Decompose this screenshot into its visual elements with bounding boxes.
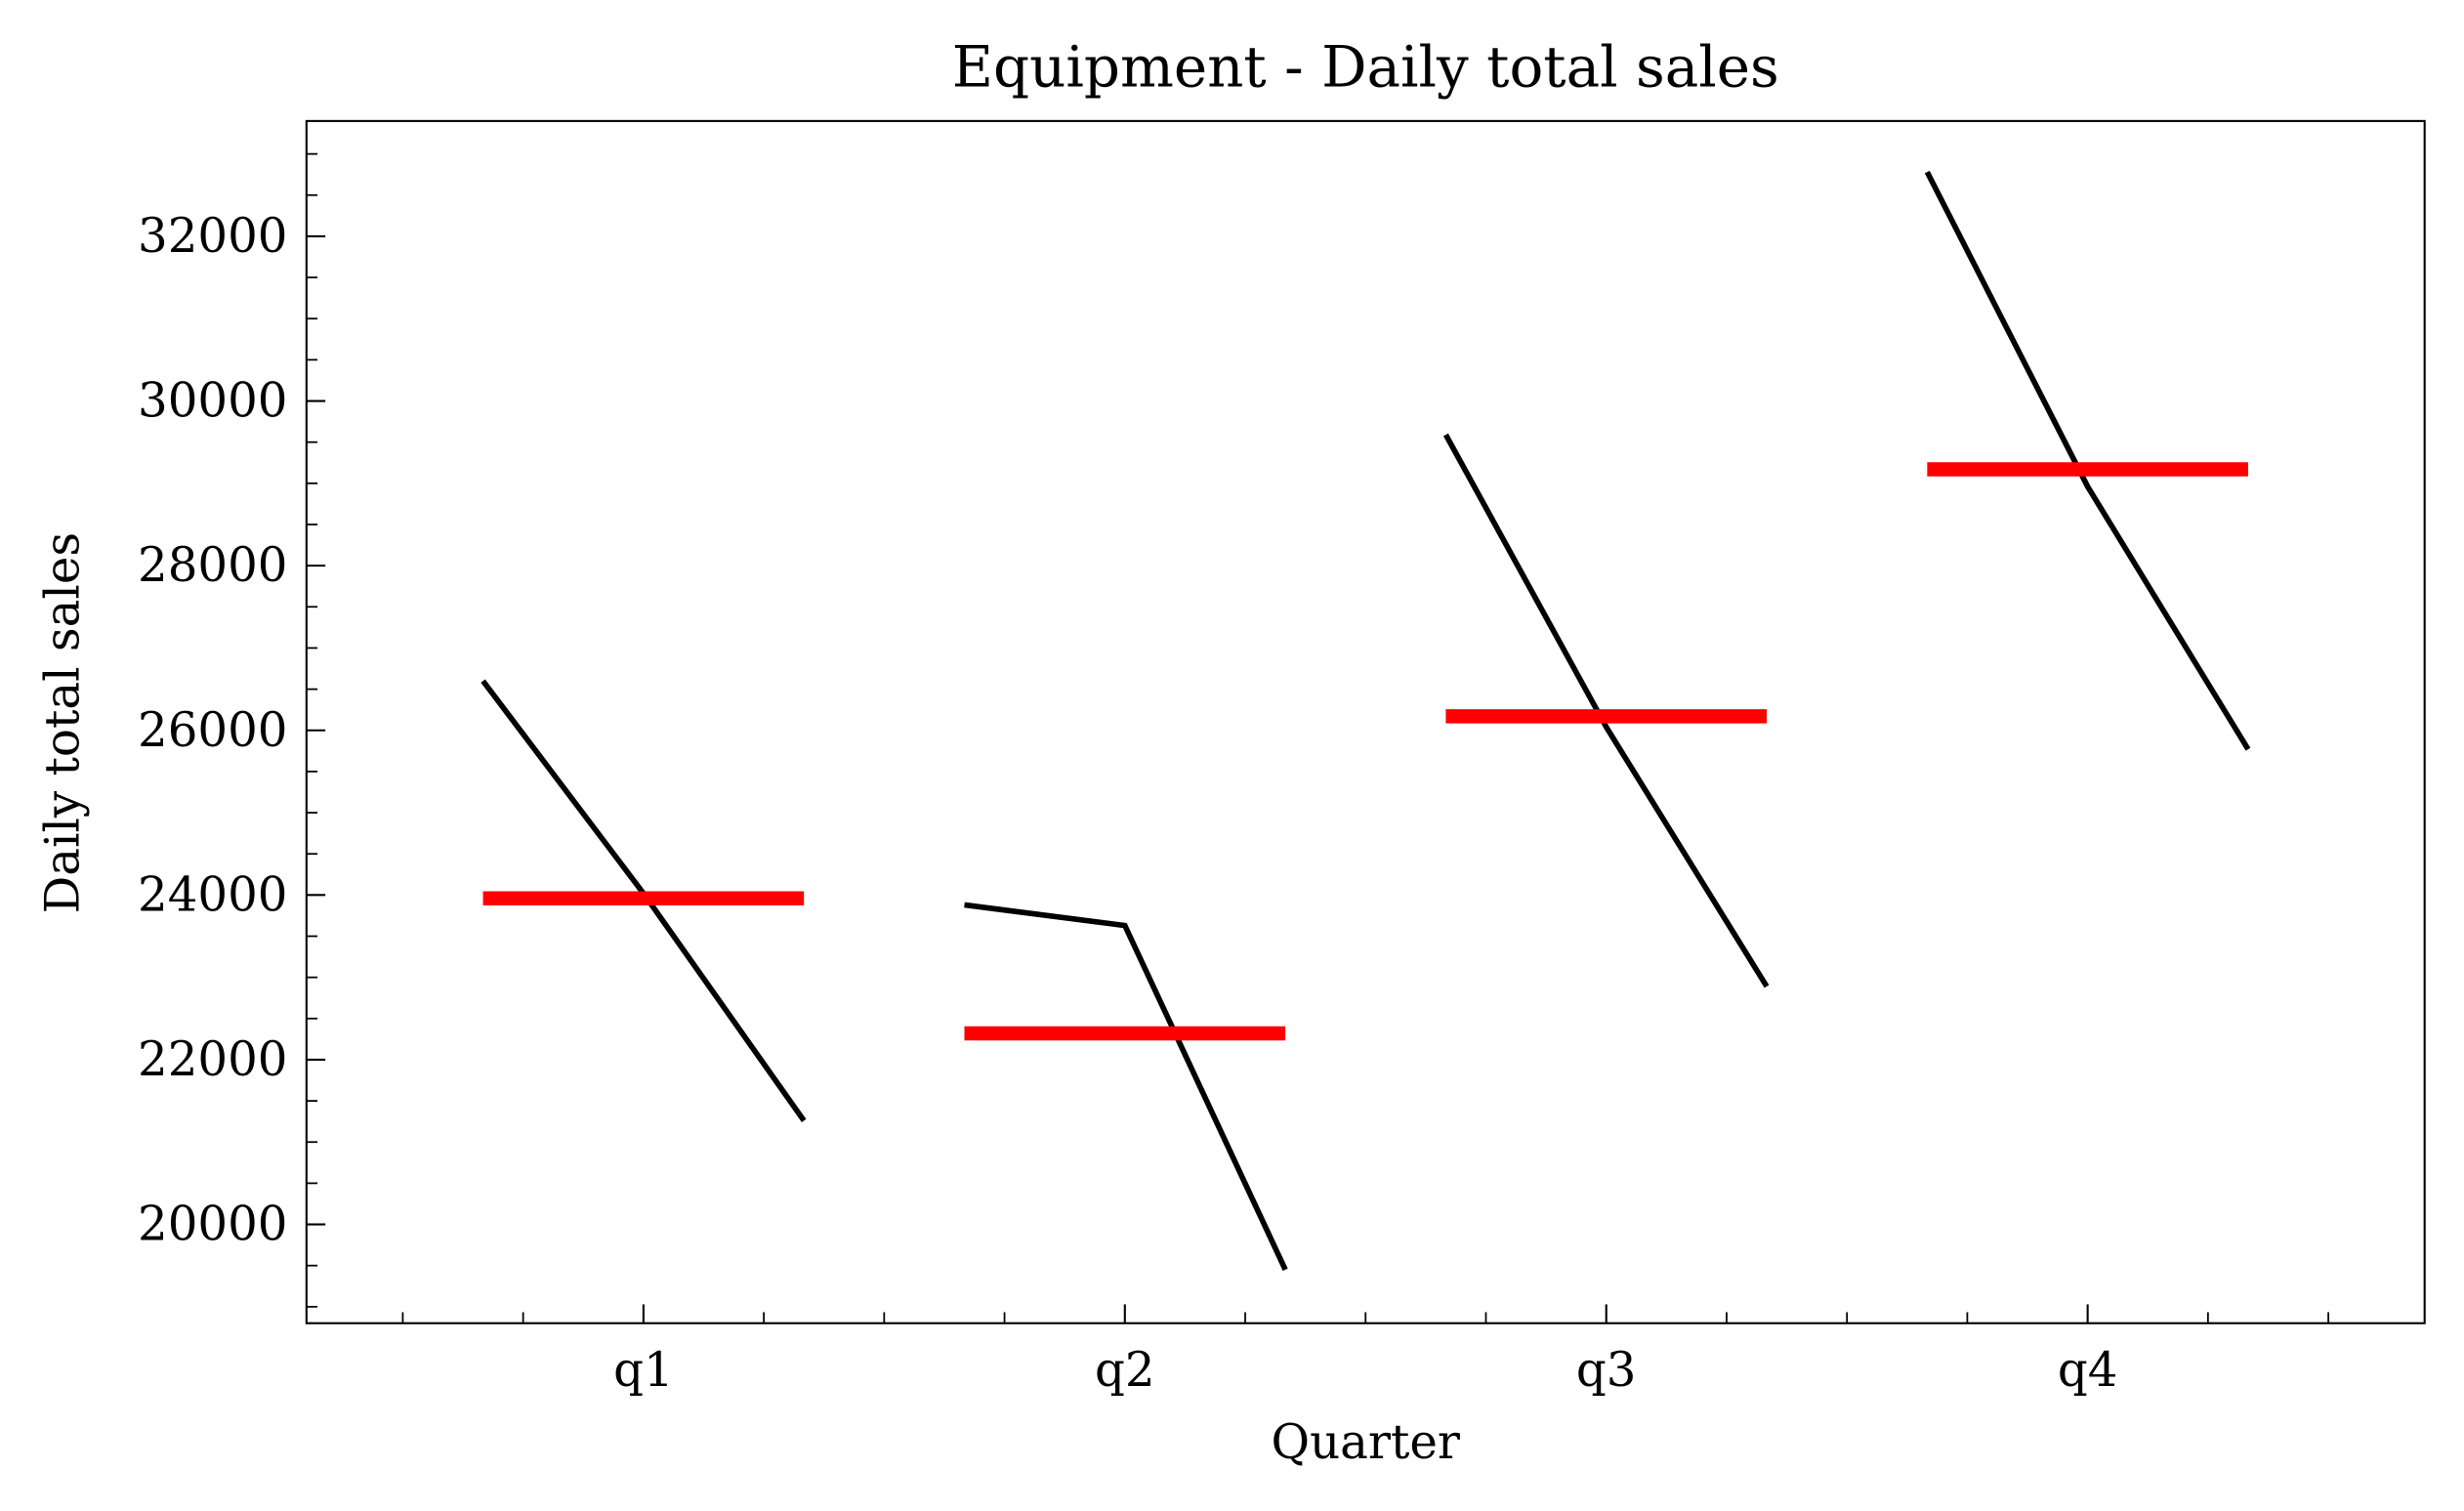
y-tick-label: 20000 [138,1197,288,1252]
chart-title: Equipment - Daily total sales [952,33,1779,100]
y-tick-label: 26000 [138,703,288,758]
y-tick-label: 28000 [138,538,288,593]
y-tick-label: 22000 [138,1032,288,1087]
x-tick-label: q2 [1095,1343,1155,1398]
y-axis-label: Daily total sales [36,532,91,914]
y-tick-label: 32000 [138,209,288,264]
x-tick-label: q1 [613,1343,674,1398]
y-tick-label: 24000 [138,867,288,922]
plot-frame [305,119,2426,1324]
quarter-line [1924,170,2251,751]
y-tick-label: 30000 [138,374,288,429]
x-axis-label: Quarter [1272,1415,1461,1470]
quarter-line [964,902,1288,1272]
x-tick-label: q3 [1576,1343,1637,1398]
x-tick-label: q4 [2058,1343,2118,1398]
quarter-line [1442,433,1770,988]
